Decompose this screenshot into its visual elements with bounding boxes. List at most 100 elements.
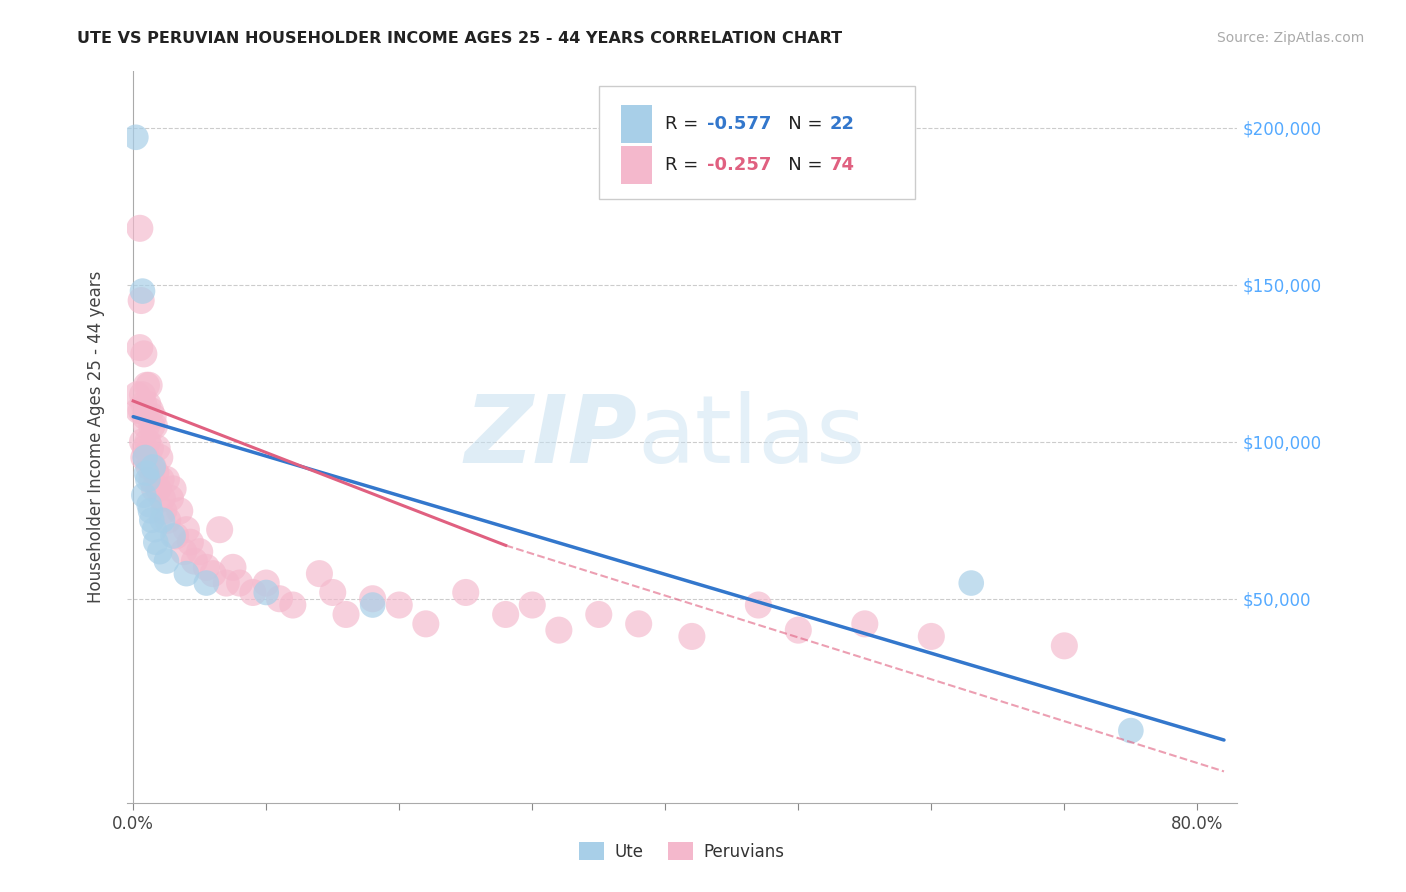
Point (155, 554, 177, 568)
Point (142, 459, 165, 474)
Point (148, 482, 170, 496)
Point (139, 441, 162, 455)
FancyBboxPatch shape (621, 146, 652, 184)
Point (134, 441, 156, 455)
Point (162, 529, 184, 543)
Point (269, 591, 291, 606)
Point (173, 544, 195, 558)
Point (159, 491, 181, 506)
Y-axis label: Householder Income Ages 25 - 44 years: Householder Income Ages 25 - 44 years (87, 271, 105, 603)
Point (176, 523, 198, 537)
Point (150, 473, 173, 487)
Point (127, 387, 149, 401)
Point (145, 466, 167, 480)
Point (495, 607, 517, 622)
Point (176, 566, 198, 581)
Point (134, 409, 156, 424)
Point (169, 504, 191, 518)
Point (129, 293, 152, 308)
Point (143, 419, 166, 434)
Point (853, 616, 876, 631)
Legend: Ute, Peruvians: Ute, Peruvians (572, 836, 792, 868)
Text: Source: ZipAtlas.com: Source: ZipAtlas.com (1216, 31, 1364, 45)
Point (132, 397, 155, 411)
Point (135, 378, 157, 392)
Point (335, 607, 357, 622)
Point (747, 598, 769, 612)
Point (136, 473, 159, 487)
Point (588, 607, 610, 622)
Point (125, 130, 148, 145)
Point (179, 535, 201, 549)
Point (138, 378, 160, 392)
Text: N =: N = (770, 115, 828, 133)
Point (165, 529, 187, 543)
Point (308, 566, 330, 581)
Text: R =: R = (665, 156, 704, 174)
Point (242, 585, 264, 599)
Point (361, 598, 384, 612)
Text: N =: N = (770, 156, 828, 174)
Point (138, 459, 160, 474)
Point (547, 623, 569, 637)
Point (1053, 639, 1076, 653)
Point (131, 434, 153, 449)
Point (142, 459, 165, 474)
Point (129, 403, 152, 417)
Text: -0.257: -0.257 (707, 156, 772, 174)
Point (681, 629, 703, 643)
Point (156, 513, 179, 527)
Point (152, 504, 174, 518)
FancyBboxPatch shape (599, 86, 915, 200)
Point (281, 598, 304, 612)
Point (960, 576, 983, 591)
Point (787, 623, 810, 637)
Point (128, 221, 150, 235)
Point (146, 441, 169, 455)
Point (145, 535, 167, 549)
Point (415, 616, 437, 631)
Point (920, 629, 942, 643)
Text: ZIP: ZIP (464, 391, 637, 483)
Point (254, 576, 277, 591)
Point (143, 523, 166, 537)
Point (136, 434, 159, 449)
Point (132, 347, 155, 361)
Point (228, 576, 250, 591)
Point (155, 473, 177, 487)
Point (183, 554, 205, 568)
Point (134, 450, 156, 465)
Text: R =: R = (665, 115, 704, 133)
Point (201, 566, 224, 581)
Point (136, 397, 159, 411)
Point (322, 585, 344, 599)
Point (139, 403, 162, 417)
Point (139, 504, 162, 518)
Point (208, 523, 231, 537)
Point (141, 419, 163, 434)
Point (152, 491, 174, 506)
Point (128, 403, 150, 417)
Point (361, 591, 384, 606)
Point (131, 387, 153, 401)
Point (188, 544, 211, 558)
Point (143, 482, 166, 496)
Text: UTE VS PERUVIAN HOUSEHOLDER INCOME AGES 25 - 44 YEARS CORRELATION CHART: UTE VS PERUVIAN HOUSEHOLDER INCOME AGES … (77, 31, 842, 46)
Point (142, 409, 165, 424)
Text: 22: 22 (830, 115, 855, 133)
Point (149, 544, 172, 558)
Point (141, 473, 163, 487)
Text: 74: 74 (830, 156, 855, 174)
Point (215, 576, 238, 591)
Text: atlas: atlas (637, 391, 866, 483)
Point (254, 585, 277, 599)
Point (149, 450, 172, 465)
Point (195, 560, 218, 574)
Point (522, 598, 544, 612)
Point (132, 450, 155, 465)
Text: -0.577: -0.577 (707, 115, 772, 133)
Point (388, 598, 411, 612)
Point (222, 560, 245, 574)
Point (1119, 723, 1142, 738)
Point (152, 513, 174, 527)
